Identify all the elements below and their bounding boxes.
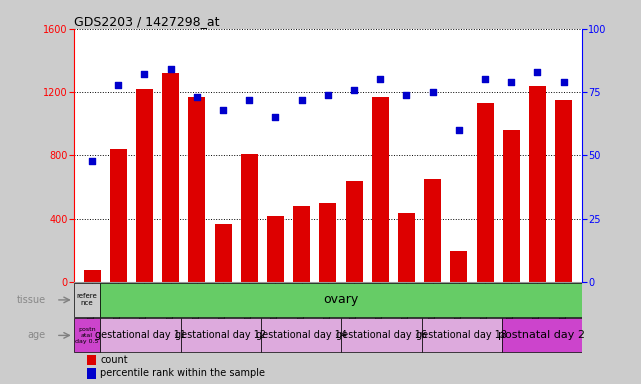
Bar [555, 100, 572, 282]
Bar [267, 216, 284, 282]
Bar [101, 318, 181, 353]
Text: age: age [28, 330, 46, 340]
Bar [74, 318, 101, 353]
Bar [422, 318, 502, 353]
Bar [215, 223, 231, 282]
Point [375, 76, 385, 83]
Point [323, 92, 333, 98]
Point [428, 89, 438, 95]
Point [558, 79, 569, 85]
Bar [261, 318, 341, 353]
Text: refere
nce: refere nce [77, 293, 97, 306]
Point [297, 97, 307, 103]
Point [454, 127, 464, 133]
Text: percentile rank within the sample: percentile rank within the sample [101, 368, 265, 378]
Point [506, 79, 517, 85]
Bar [110, 149, 127, 282]
Bar [181, 318, 261, 353]
Text: gestational day 14: gestational day 14 [256, 330, 347, 340]
Bar [451, 250, 467, 282]
Text: postnatal day 2: postnatal day 2 [499, 330, 585, 340]
Text: gestational day 18: gestational day 18 [416, 330, 507, 340]
Text: GDS2203 / 1427298_at: GDS2203 / 1427298_at [74, 15, 219, 28]
Bar [319, 203, 337, 282]
Bar [398, 212, 415, 282]
Bar [188, 97, 205, 282]
Point [271, 114, 281, 121]
Text: gestational day 12: gestational day 12 [175, 330, 267, 340]
Point [87, 157, 97, 164]
Bar [83, 270, 101, 282]
Point [244, 97, 254, 103]
Bar [502, 318, 582, 353]
Point [113, 81, 123, 88]
Bar [503, 130, 520, 282]
Bar [529, 86, 546, 282]
Point [401, 92, 412, 98]
Bar [87, 368, 96, 379]
Bar [372, 97, 389, 282]
Bar [293, 206, 310, 282]
Bar [341, 318, 422, 353]
Point [480, 76, 490, 83]
Point [533, 69, 543, 75]
Bar [162, 73, 179, 282]
Text: tissue: tissue [17, 295, 46, 305]
Text: postn
atal
day 0.5: postn atal day 0.5 [76, 327, 99, 344]
Bar [476, 103, 494, 282]
Bar [136, 89, 153, 282]
Point [192, 94, 202, 100]
Text: gestational day 11: gestational day 11 [95, 330, 186, 340]
Point [139, 71, 149, 78]
Point [349, 86, 359, 93]
Bar [345, 181, 363, 282]
Bar [74, 283, 101, 317]
Text: gestational day 16: gestational day 16 [336, 330, 427, 340]
Text: ovary: ovary [324, 293, 359, 306]
Bar [241, 154, 258, 282]
Bar [87, 355, 96, 365]
Text: count: count [101, 355, 128, 365]
Point [165, 66, 176, 73]
Bar [424, 179, 441, 282]
Point [218, 107, 228, 113]
